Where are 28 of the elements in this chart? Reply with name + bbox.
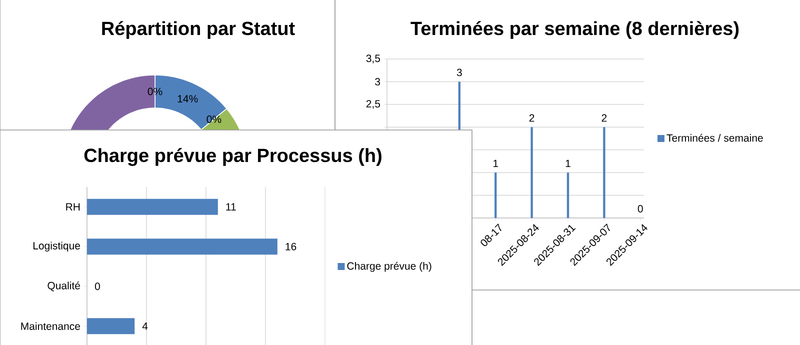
bar [494, 172, 497, 218]
y-tick-label: 2,5 [366, 100, 380, 109]
y-tick-label: Qualité [48, 282, 80, 292]
data-label: 1 [566, 160, 570, 168]
y-tick-label: Logistique [33, 242, 80, 252]
data-label: 2 [529, 114, 534, 122]
data-label: 3 [456, 68, 462, 76]
chart-title: Terminées par semaine (8 dernières) [410, 21, 739, 39]
bar [603, 127, 606, 218]
y-tick-label: 3 [375, 78, 380, 86]
y-tick-label: RH [66, 203, 80, 210]
data-label: 0 [638, 205, 643, 212]
data-label: 11 [226, 203, 236, 210]
data-label: 1 [493, 160, 498, 168]
chart-title: Charge prévue par Processus (h) [84, 148, 382, 166]
data-label: 4 [142, 322, 148, 330]
data-label: 2 [602, 114, 607, 122]
legend-label: Charge prévue (h) [347, 262, 432, 272]
data-label: 14% [178, 95, 198, 102]
bar [566, 172, 570, 218]
data-label: 0 [94, 282, 100, 290]
y-tick-label: 3,5 [366, 54, 380, 64]
bar [530, 127, 533, 218]
text: 0% [206, 116, 222, 123]
chart-title: Répartition par Statut [102, 21, 295, 39]
y-tick-label: Maintenance [21, 322, 80, 330]
data-label: 16 [286, 242, 296, 250]
legend-label: Terminées / semaine [666, 134, 763, 142]
